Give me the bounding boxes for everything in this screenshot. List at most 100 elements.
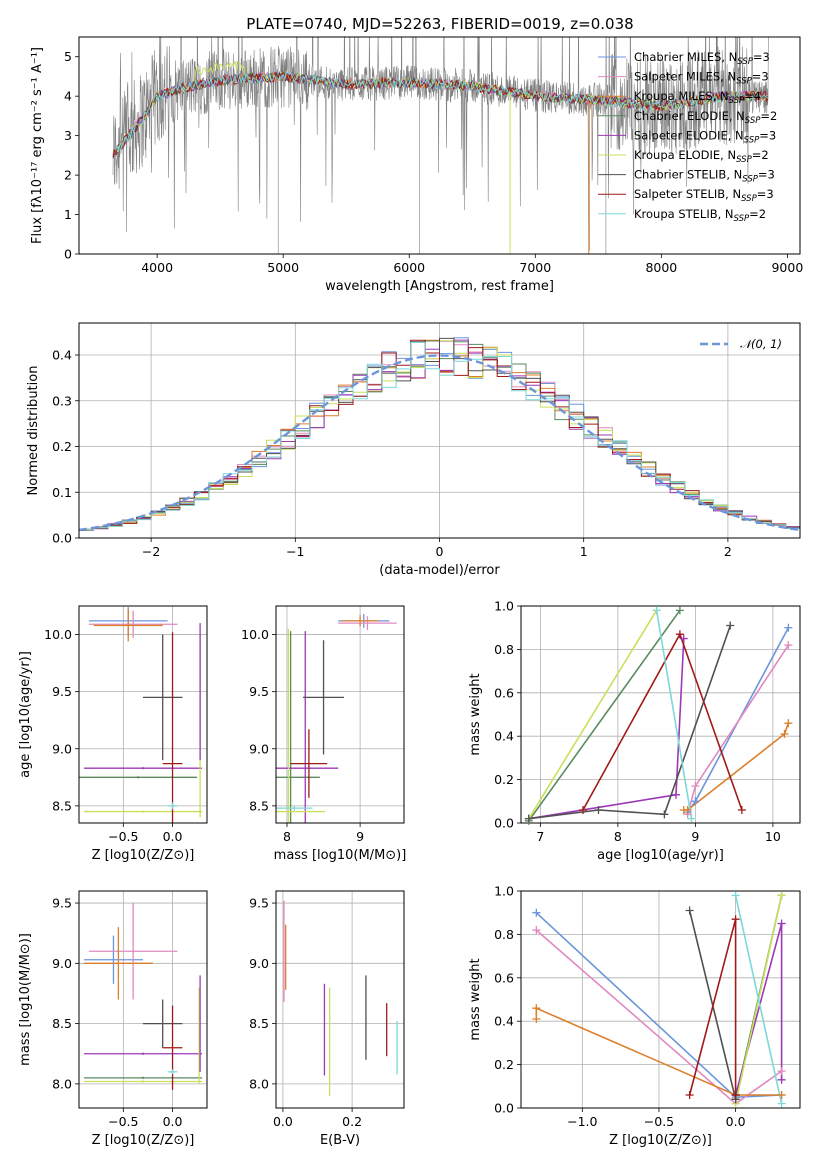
- mass-weight-marker: [532, 908, 541, 917]
- x-tick-label: −1: [286, 544, 304, 559]
- x-tick-label: 0.0: [163, 1114, 183, 1129]
- y-tick-label: 9.0: [52, 741, 72, 756]
- legend-value: =2: [752, 148, 769, 162]
- mass-weight-line-salpeter-elodie: [528, 638, 685, 820]
- y-tick-label: 1.0: [494, 884, 514, 899]
- x-tick-label: 7: [536, 829, 544, 844]
- y-tick-label: 1: [64, 207, 72, 222]
- mass-weight-axes: 7 8 9 10 0.0 0.2 0.4 0.6 0.8 1.0 age [log10(age/yr…: [468, 599, 801, 863]
- grid: [276, 891, 404, 1108]
- legend-sub: SSP: [736, 77, 752, 87]
- grid: [79, 606, 207, 823]
- mass-weight-marker: [579, 805, 587, 814]
- x-tick-label: 8000: [645, 260, 677, 275]
- y-tick-label: 3: [64, 128, 72, 143]
- mass-weight-marker: [687, 814, 696, 823]
- legend-value: =3: [752, 70, 769, 84]
- mass-weight-line-chabrier-miles: [686, 627, 790, 813]
- data-spectrum: [112, 37, 769, 254]
- x-tick-label: −2: [142, 544, 160, 559]
- y-axis-label: mass weight: [468, 673, 483, 755]
- x-axis-label: mass [log10(M/M⊙)]: [274, 848, 407, 863]
- y-tick-label: 0.4: [494, 1014, 514, 1029]
- mass-weight-marker: [777, 1067, 786, 1076]
- y-tick-label: 5: [64, 49, 72, 64]
- x-tick-label: −0.5: [108, 829, 138, 844]
- y-axis-label: mass weight: [468, 958, 483, 1040]
- errorbar-axes: −0.5 0.0 8.5 9.0 9.5 10.0 Z [log10(Z/Z⊙)] age […: [18, 605, 208, 863]
- x-tick-label: 0: [436, 544, 444, 559]
- mass-weight-marker: [532, 1015, 541, 1024]
- x-tick-label: 4000: [141, 260, 173, 275]
- x-tick-label: 9: [691, 829, 699, 844]
- y-axis-label: Flux [fλ10⁻¹⁷ erg cm⁻² s⁻¹ A⁻¹]: [30, 47, 45, 244]
- axes-frame: [275, 605, 405, 824]
- model-line-kroupa-stelib: [115, 71, 768, 153]
- mass-weight-marker: [594, 805, 603, 814]
- y-tick-label: 8.0: [249, 1076, 269, 1091]
- x-axis-label: E(B-V): [320, 1133, 360, 1148]
- mass-weight-marker: [685, 1090, 694, 1099]
- mass-weight-line-kroupa-stelib: [655, 610, 693, 819]
- mass-weight-marker: [683, 805, 692, 814]
- y-tick-label: 8.5: [249, 798, 269, 813]
- legend-label: Salpeter STELIB, NSSP=3: [634, 187, 774, 204]
- spectrum-legend: Chabrier MILES, NSSP=3 Salpeter MILES, NS…: [598, 50, 777, 224]
- axes-frame: [78, 605, 208, 824]
- mass-weight-marker: [777, 1099, 786, 1108]
- y-tick-label: 0.3: [52, 393, 72, 408]
- legend-sub: SSP: [744, 135, 760, 145]
- errorbar-axes: 8 9 8.5 9.0 9.5 10.0 mass [log10(M/M⊙)]: [241, 605, 407, 863]
- grid: [276, 606, 404, 823]
- x-tick-label: −1.0: [567, 1114, 597, 1129]
- y-axis-label: Normed distribution: [26, 366, 41, 496]
- model-gap-line: [587, 100, 590, 254]
- mass-weight-marker: [675, 630, 684, 639]
- plot-area: [83, 903, 203, 1090]
- axes-frame: [520, 890, 801, 1109]
- mass-weight-line-kroupa-stelib: [734, 895, 783, 1104]
- mass-weight-marker: [726, 621, 735, 630]
- plot-area: [528, 609, 790, 822]
- legend-label: Kroupa ELODIE, NSSP=2: [634, 148, 769, 165]
- y-tick-label: 0.2: [494, 772, 514, 787]
- mass-weight-marker: [731, 915, 740, 924]
- y-tick-label: 0.0: [494, 1101, 514, 1116]
- mass-weight-marker: [652, 606, 661, 615]
- y-tick-label: 0.4: [494, 729, 514, 744]
- y-tick-label: 0.4: [52, 348, 72, 363]
- plot-area: [79, 337, 800, 532]
- mass-weight-marker: [784, 623, 793, 632]
- y-tick-label: 9.5: [52, 896, 72, 911]
- axes-frame: [78, 890, 208, 1109]
- legend-value: =3: [758, 168, 775, 182]
- x-axis-label: (data-model)/error: [379, 563, 500, 578]
- legend-label: Salpeter ELODIE, NSSP=3: [634, 128, 776, 145]
- mass-weight-marker: [685, 906, 694, 915]
- legend-label: Chabrier ELODIE, NSSP=2: [634, 109, 777, 126]
- mass-weight-marker: [784, 641, 793, 650]
- y-tick-label: 8.5: [52, 1016, 72, 1031]
- y-tick-label: 0.6: [494, 970, 514, 985]
- histogram-axes: −2 −1 0 1 2 0.0 0.1 0.2 0.3 0.4 (data-model)/error…: [26, 322, 801, 578]
- mass-weight-marker: [532, 926, 541, 935]
- x-tick-label: 5000: [267, 260, 299, 275]
- y-tick-label: 0.2: [52, 439, 72, 454]
- x-tick-label: 10: [765, 829, 781, 844]
- x-axis-label: Z [log10(Z/Z⊙)]: [609, 1133, 712, 1148]
- legend-value: =2: [749, 207, 766, 221]
- legend-label: Chabrier STELIB, NSSP=3: [634, 168, 775, 185]
- legend-value: =3: [759, 128, 776, 142]
- y-tick-label: 9.0: [52, 956, 72, 971]
- y-axis-label: age [log10(age/yr)]: [18, 651, 33, 778]
- mass-weight-axes: −1.0 −0.5 0.0 0.0 0.2 0.4 0.6 0.8 1.0 Z [log10(Z/…: [468, 884, 801, 1148]
- y-tick-label: 0.0: [494, 816, 514, 831]
- y-tick-label: 0.1: [52, 485, 72, 500]
- x-tick-label: −0.5: [108, 1114, 138, 1129]
- legend-value: =4: [744, 89, 761, 103]
- legend-value: =2: [760, 109, 777, 123]
- x-tick-label: 6000: [393, 260, 425, 275]
- legend-value: =3: [757, 187, 774, 201]
- mass-weight-line-chabrier-elodie: [528, 609, 681, 822]
